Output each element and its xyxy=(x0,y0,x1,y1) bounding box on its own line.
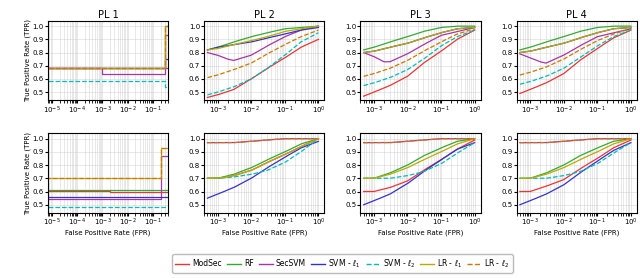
Title: PL 4: PL 4 xyxy=(566,10,587,20)
X-axis label: False Positive Rate (FPR): False Positive Rate (FPR) xyxy=(65,230,151,236)
X-axis label: False Positive Rate (FPR): False Positive Rate (FPR) xyxy=(534,230,620,236)
Legend: ModSec, RF, SecSVM, SVM - $\ell_1$, SVM - $\ell_2$, LR - $\ell_1$, LR - $\ell_2$: ModSec, RF, SecSVM, SVM - $\ell_1$, SVM … xyxy=(172,254,513,273)
Title: PL 3: PL 3 xyxy=(410,10,431,20)
Y-axis label: True Positive Rate (TPR): True Positive Rate (TPR) xyxy=(25,131,31,215)
X-axis label: False Positive Rate (FPR): False Positive Rate (FPR) xyxy=(378,230,463,236)
Title: PL 2: PL 2 xyxy=(254,10,275,20)
X-axis label: False Positive Rate (FPR): False Positive Rate (FPR) xyxy=(221,230,307,236)
Title: PL 1: PL 1 xyxy=(98,10,118,20)
Y-axis label: True Positive Rate (TPR): True Positive Rate (TPR) xyxy=(25,19,31,102)
